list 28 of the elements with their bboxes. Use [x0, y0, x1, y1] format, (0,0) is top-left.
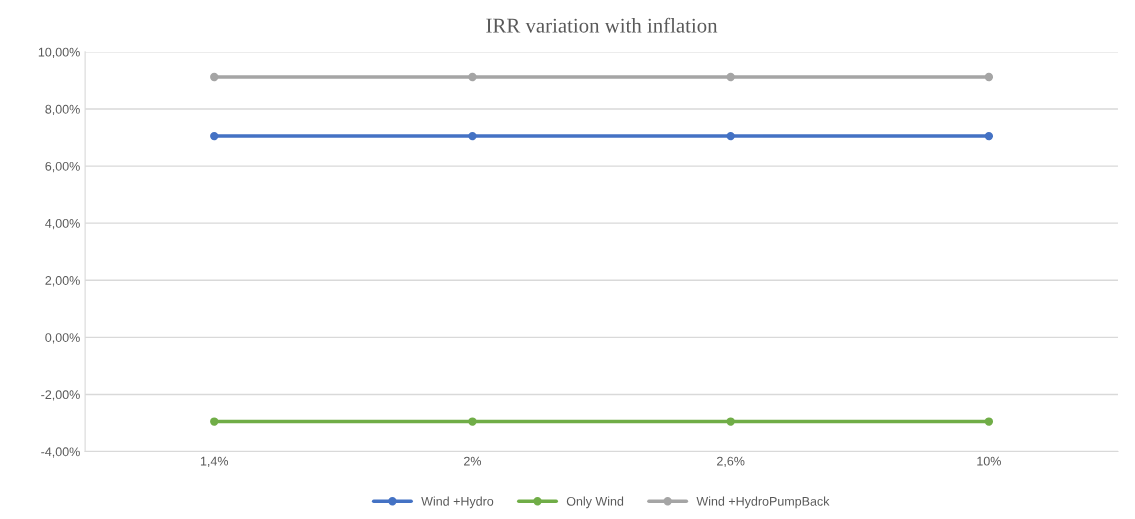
y-tick-label: 2,00% [45, 276, 80, 287]
point [984, 131, 994, 141]
x-tick-label: 1,4% [200, 456, 229, 468]
y-tick-label: 8,00% [45, 104, 80, 116]
point [210, 131, 219, 141]
y-tick-label: 10,00% [38, 47, 80, 59]
point [726, 131, 735, 141]
y-tick-label: 4,00% [45, 218, 80, 230]
point [984, 72, 994, 82]
legend-label: Wind +Hydro [421, 496, 494, 509]
point [726, 417, 735, 426]
y-tick-label: -2,00% [41, 390, 80, 401]
x-tick-label: 2% [464, 456, 482, 466]
point [468, 72, 477, 82]
point [210, 72, 219, 82]
point [210, 417, 219, 426]
x-tick-label: 10% [977, 456, 1001, 466]
y-tick-label: 6,00% [45, 161, 80, 173]
point [468, 417, 477, 426]
point [468, 131, 477, 141]
point [984, 417, 994, 426]
x-tick-label: 2,6% [717, 456, 745, 468]
y-tick-label: -4,00% [41, 447, 80, 458]
legend-label: Wind +HydroPumpBack [696, 496, 830, 509]
legend-label: Only Wind [566, 496, 624, 509]
y-tick-label: 0,00% [45, 333, 80, 344]
point [726, 72, 735, 82]
chart-title: IRR variation with inflation [486, 17, 718, 33]
